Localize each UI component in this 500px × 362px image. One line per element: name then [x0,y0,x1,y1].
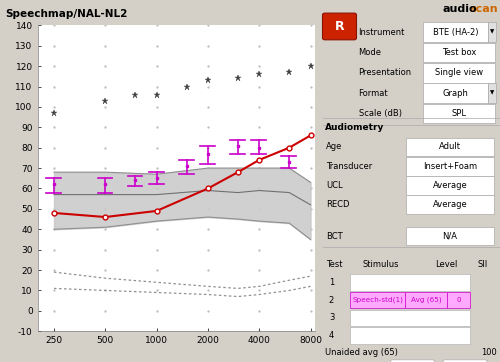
Text: Transducer: Transducer [326,162,372,171]
Text: Speech-std(1): Speech-std(1) [352,297,403,303]
Text: RECD: RECD [326,200,349,209]
Text: 3: 3 [329,313,334,322]
Text: Level: Level [435,260,458,269]
Text: UCL: UCL [326,181,342,190]
Text: Instrument: Instrument [358,28,405,37]
Text: Avg (65): Avg (65) [411,297,442,303]
Text: 100: 100 [481,348,496,357]
Text: BTE (HA-2): BTE (HA-2) [433,28,478,37]
Text: scan: scan [469,4,498,14]
Text: 1: 1 [329,278,334,287]
Text: N/A: N/A [442,232,458,240]
Text: Audiometry: Audiometry [325,123,384,132]
Text: Format: Format [358,89,388,97]
Text: Test box: Test box [442,48,476,57]
Text: Scale (dB): Scale (dB) [358,109,402,118]
Text: Presentation: Presentation [358,68,412,77]
Text: 4: 4 [329,331,334,340]
Text: 2: 2 [329,296,334,304]
Text: Insert+Foam: Insert+Foam [423,162,477,171]
Text: ▼: ▼ [490,30,494,35]
Text: Graph: Graph [442,89,468,97]
Text: Adult: Adult [439,143,461,151]
Text: Age: Age [326,143,342,151]
Text: SPL: SPL [452,109,466,118]
Text: ▼: ▼ [490,90,494,96]
Text: Speechmap/NAL-NL2: Speechmap/NAL-NL2 [5,9,128,19]
Text: R: R [334,20,344,33]
Text: Average: Average [432,200,468,209]
Text: Single view: Single view [435,68,483,77]
Text: BCT: BCT [326,232,342,240]
Text: Test: Test [326,260,343,269]
Text: SII: SII [478,260,488,269]
Text: Average: Average [432,181,468,190]
Text: 0: 0 [456,297,461,303]
Text: Unaided avg (65): Unaided avg (65) [325,348,398,357]
Text: Stimulus: Stimulus [362,260,399,269]
Text: audio: audio [443,4,478,14]
Text: Mode: Mode [358,48,382,57]
